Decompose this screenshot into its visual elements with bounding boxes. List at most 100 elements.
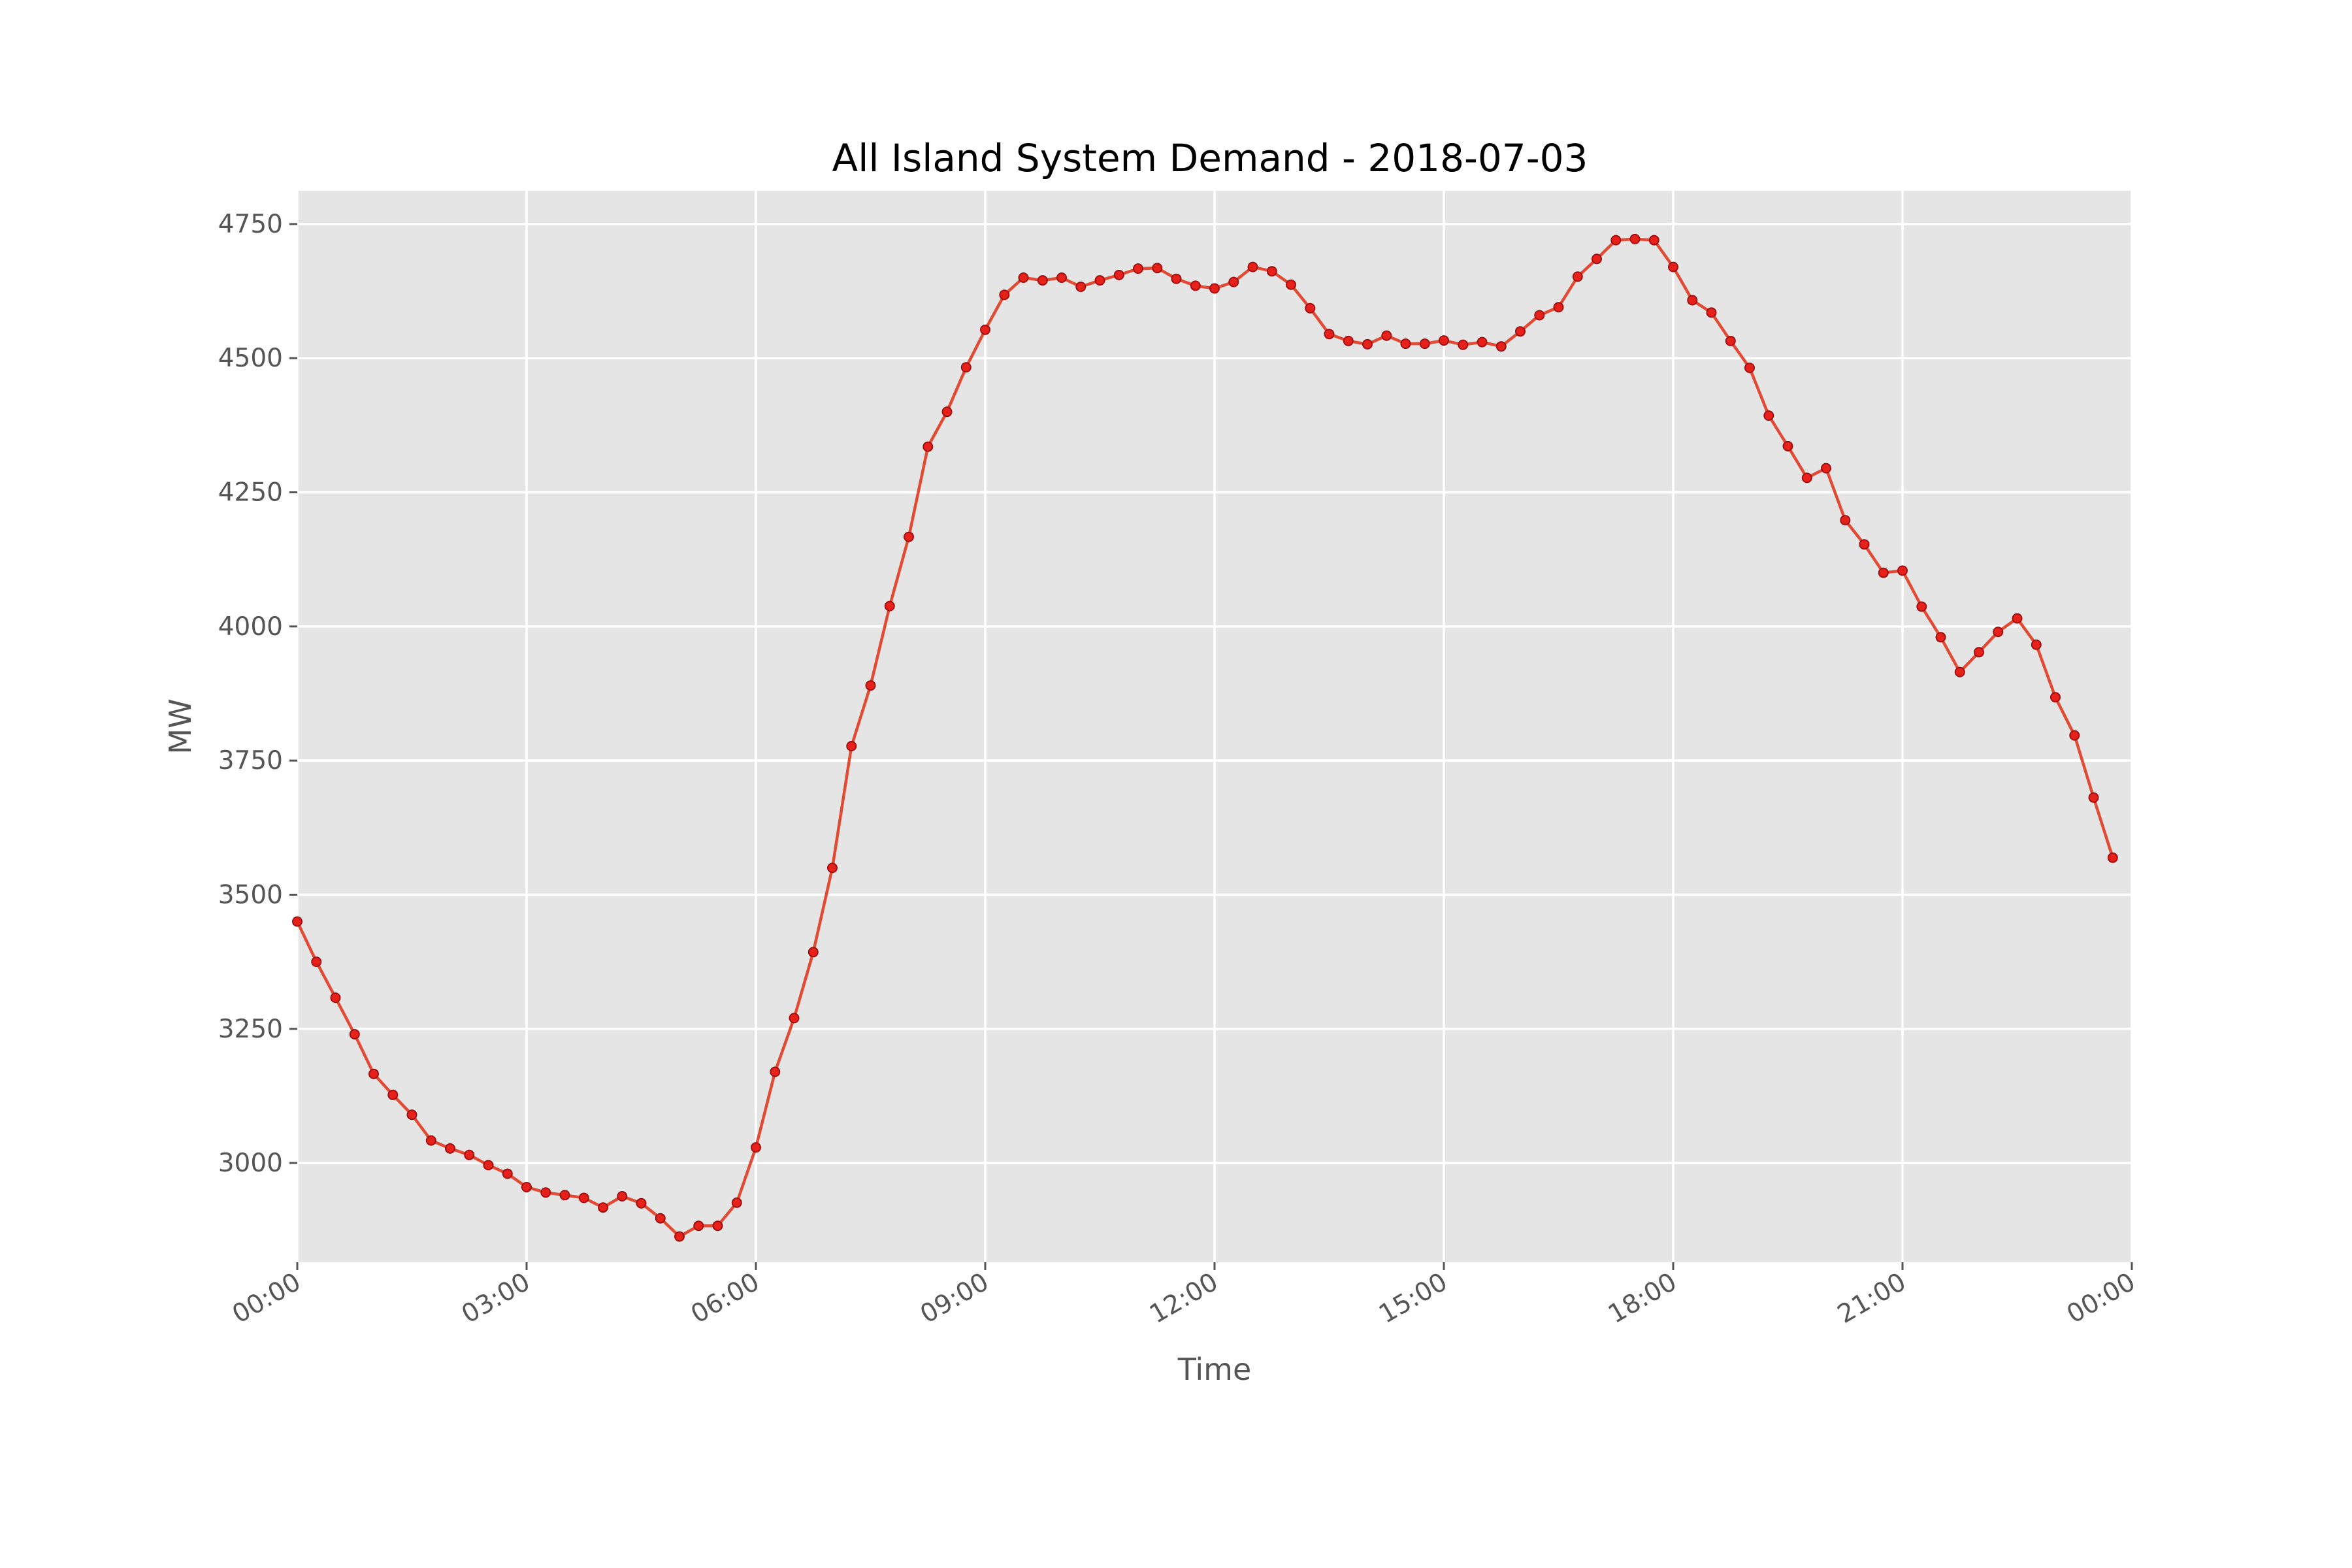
data-point [2069, 730, 2080, 741]
data-point [941, 406, 953, 417]
data-point [1381, 330, 1392, 341]
data-point [1209, 283, 1220, 294]
data-point [1343, 335, 1354, 346]
data-point [1801, 472, 1812, 483]
x-axis: 00:00 03:00 06:00 09:00 12:00 15:00 18:00 21:00… [227, 1262, 2140, 1330]
chart-title: All Island System Demand - 2018-07-03 [832, 136, 1588, 180]
data-point [1668, 261, 1678, 272]
y-tick-label: 4250 [218, 478, 283, 508]
data-point [502, 1168, 513, 1179]
data-point [578, 1192, 589, 1203]
data-point [1706, 307, 1717, 318]
x-tick-label: 09:00 [915, 1267, 994, 1330]
data-point [368, 1068, 379, 1079]
data-point [1324, 329, 1335, 340]
data-point [1190, 280, 1201, 291]
data-point [1152, 263, 1163, 274]
data-point [999, 289, 1010, 301]
data-point [1744, 363, 1755, 373]
x-tick-label: 18:00 [1603, 1267, 1682, 1330]
data-point [1056, 272, 1067, 283]
data-point [1266, 266, 1277, 277]
data-point [960, 362, 972, 373]
x-axis-label: Time [1177, 1352, 1252, 1387]
data-point [2107, 852, 2118, 863]
y-axis: 3000 3250 3500 3750 4000 4250 4500 4750 [218, 210, 297, 1178]
data-point [1648, 235, 1659, 246]
data-point [1113, 269, 1124, 280]
data-point [808, 947, 819, 958]
data-point [827, 862, 838, 874]
data-point [483, 1160, 494, 1171]
data-point [1515, 326, 1526, 337]
data-point [1629, 233, 1641, 244]
data-point [1286, 279, 1296, 290]
data-point [1897, 565, 1908, 576]
data-point [980, 324, 990, 335]
data-point [1400, 338, 1411, 350]
data-point [770, 1066, 781, 1077]
data-point [1592, 253, 1602, 265]
data-point [1228, 276, 1239, 287]
data-point [2012, 613, 2023, 624]
data-point [693, 1220, 704, 1232]
data-point [1477, 336, 1488, 348]
data-point [445, 1143, 455, 1154]
data-point [1935, 632, 1946, 643]
data-point [521, 1182, 532, 1192]
data-point [540, 1187, 551, 1198]
x-tick-label: 03:00 [457, 1267, 535, 1330]
x-tick-label: 00:00 [2062, 1267, 2140, 1330]
data-point [1821, 463, 1831, 474]
data-point [789, 1013, 800, 1024]
data-point [1763, 410, 1774, 421]
data-point [751, 1142, 761, 1153]
y-tick-label: 4750 [218, 210, 283, 239]
x-tick-label: 00:00 [227, 1267, 306, 1330]
data-point [2031, 639, 2042, 650]
x-tick-label: 15:00 [1374, 1267, 1452, 1330]
data-point [1171, 273, 1182, 284]
data-point [387, 1089, 399, 1100]
data-point [311, 956, 322, 968]
grid-lines [296, 191, 2133, 1262]
data-point [1458, 339, 1469, 350]
data-point [1725, 335, 1736, 346]
y-tick-label: 4500 [218, 344, 283, 373]
data-point [406, 1109, 417, 1120]
data-point [923, 441, 934, 452]
data-point [1075, 282, 1086, 292]
data-point [1018, 272, 1029, 283]
x-tick-label: 21:00 [1833, 1267, 1911, 1330]
series-demand [292, 233, 2118, 1242]
data-point [1305, 302, 1316, 314]
data-point [349, 1029, 360, 1039]
data-point [2050, 692, 2061, 703]
data-point [1610, 235, 1622, 246]
data-point [292, 916, 302, 927]
data-point [1993, 627, 2004, 638]
data-point [330, 992, 341, 1004]
data-point [425, 1135, 436, 1146]
data-point [1133, 263, 1143, 274]
data-point [674, 1231, 685, 1242]
data-point [712, 1220, 723, 1232]
data-point [1495, 341, 1507, 352]
data-point [617, 1191, 628, 1201]
data-point [1878, 567, 1889, 578]
data-point [636, 1198, 647, 1209]
data-point [1094, 275, 1105, 286]
data-point [1362, 338, 1373, 350]
y-tick-label: 3250 [218, 1015, 283, 1044]
x-tick-label: 06:00 [686, 1267, 764, 1330]
data-point [1247, 261, 1258, 272]
data-point [1954, 666, 1965, 678]
y-tick-label: 3750 [218, 746, 283, 776]
data-point [1553, 302, 1564, 313]
data-point [1974, 647, 1984, 658]
data-point [1916, 601, 1927, 612]
data-point [1037, 275, 1048, 286]
data-point [904, 531, 914, 542]
data-point [655, 1213, 666, 1224]
